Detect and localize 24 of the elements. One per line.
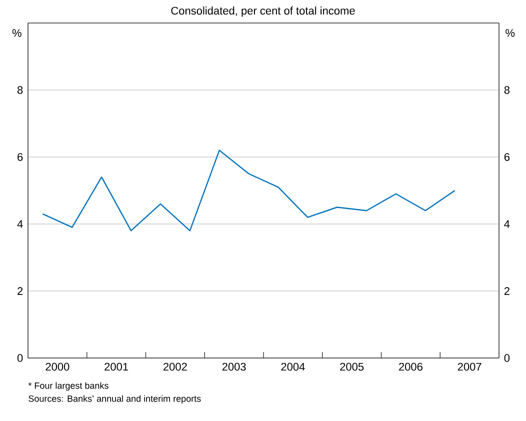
y2-tick-label: 6 [504,153,510,161]
y-tick-label: 0 [17,354,23,362]
x-tick-label: 2003 [222,362,246,371]
text: * Four largest banks [28,382,108,391]
x-tick-label: 2004 [281,362,305,371]
y-tick-label: 2 [18,287,23,295]
chart-subtitle: Consolidated, per cent of total income [171,6,355,17]
y2-tick-label: 8 [504,86,510,94]
line-series [42,150,456,232]
y-tick-label: 6 [18,153,23,161]
x-tick-label: 2000 [46,362,70,371]
y-tick-label: 4 [17,220,23,228]
y2-tick-label: 4 [504,220,510,228]
y-tick-label: 8 [18,86,23,94]
y2-axis-title: % [506,29,515,37]
x-tick-label: 2001 [104,362,128,371]
y2-tick-label: 0 [504,354,510,362]
x-tick-label: 2007 [458,362,482,371]
x-tick-label: 2005 [340,362,364,371]
x-tick-label: 2006 [399,362,422,371]
x-tick-label: 2002 [164,362,187,371]
source-note: Sources: Banks’ annual and interim reports [28,395,201,404]
y2-tick-label: 2 [504,287,510,295]
y-axis-title: % [12,29,22,37]
